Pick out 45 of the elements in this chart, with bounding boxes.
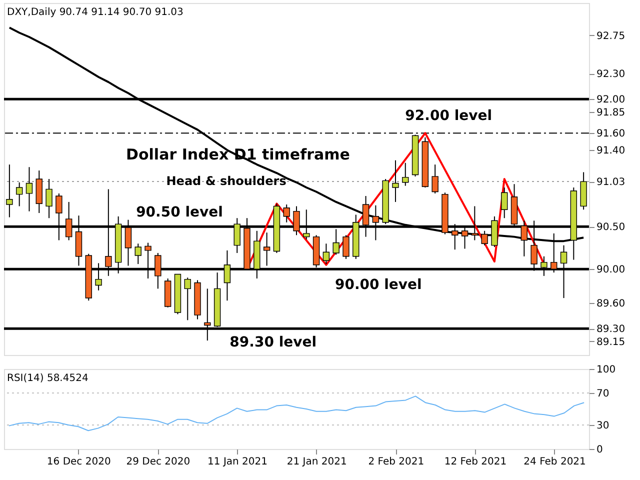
y-tick-label: 90.50	[596, 222, 626, 234]
y-tick-label: 92.00	[596, 94, 626, 106]
y-tick-label: 100	[596, 364, 616, 376]
x-tick-label: 29 Dec 2020	[126, 456, 190, 468]
y-tick-label: 91.85	[596, 107, 626, 118]
y-tick-label: 30	[596, 420, 610, 432]
candlestick	[26, 166, 33, 212]
ref-line-label: 90.00 level	[334, 277, 422, 294]
candlestick	[501, 187, 508, 219]
candlestick	[134, 243, 142, 265]
line-series	[8, 396, 585, 432]
x-tick-label: 16 Dec 2020	[46, 456, 111, 468]
candlestick	[322, 243, 330, 265]
candlestick	[6, 164, 13, 218]
text: Head & shoulders	[166, 174, 286, 188]
y-tick-label: 91.03	[596, 177, 626, 188]
y-tick-label: 90.00	[596, 264, 626, 276]
candlestick	[16, 182, 23, 207]
candlestick	[402, 162, 409, 186]
y-tick-label: 89.15	[596, 336, 626, 348]
ref-line-label: 89.30 level	[230, 334, 317, 351]
y-tick-label: 70	[596, 388, 610, 400]
x-tick-label: 12 Feb 2021	[444, 456, 507, 468]
candlestick	[46, 178, 52, 219]
candlestick	[263, 232, 270, 266]
y-tick-label: 0	[596, 444, 603, 456]
y-tick-label: 89.60	[596, 298, 626, 310]
y-tick-label: 91.40	[596, 146, 626, 157]
candlestick	[342, 234, 350, 260]
x-tick-label: 2 Feb 2021	[368, 456, 424, 468]
candlestick	[432, 164, 438, 194]
y-tick-label: 92.75	[596, 30, 626, 42]
ref-line-label: 92.00 level	[405, 108, 492, 124]
candlestick	[184, 277, 191, 321]
y-tick-label: 91.60	[596, 128, 626, 140]
x-tick-label: 21 Jan 2021	[286, 456, 347, 468]
x-tick-label: 11 Jan 2021	[208, 456, 268, 468]
annotation: DXY,Daily 90.74 91.14 90.70 91.03	[7, 7, 184, 18]
y-tick-label: 89.30	[596, 324, 626, 336]
candlestick	[392, 160, 399, 202]
ref-line-label: 90.50 level	[136, 204, 223, 221]
candlestick	[283, 204, 290, 223]
chart-title: RSI(14) 58.4524	[7, 373, 88, 384]
y-tick-label: 92.30	[596, 69, 626, 80]
x-tick-label: 24 Feb 2021	[524, 456, 586, 468]
